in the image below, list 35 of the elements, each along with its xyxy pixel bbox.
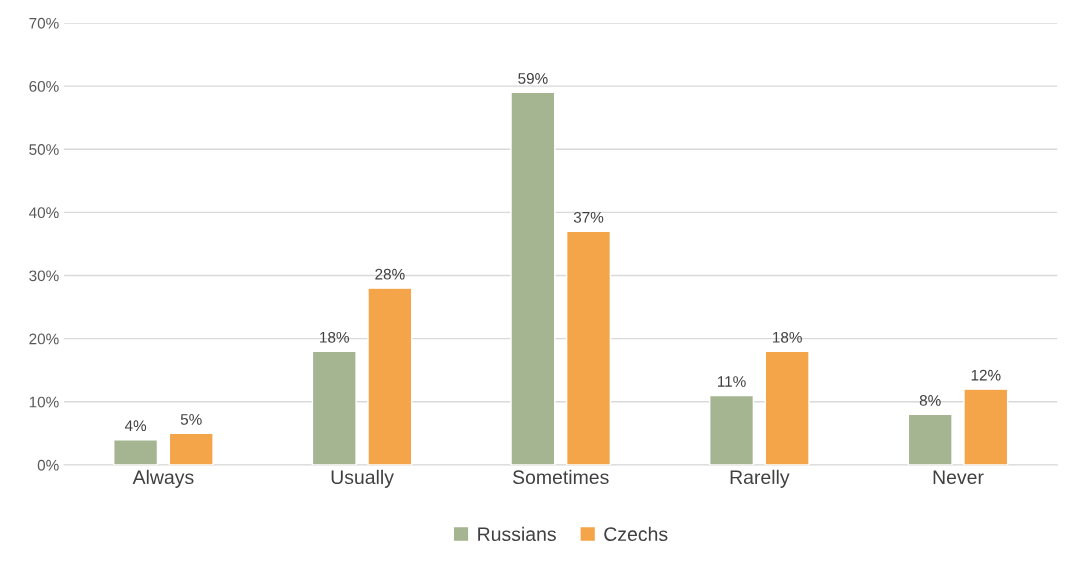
x-tick-label: Sometimes (512, 469, 609, 485)
data-label: 8% (919, 395, 941, 406)
bar (764, 350, 810, 465)
data-label: 28% (375, 268, 405, 280)
bar (510, 91, 556, 465)
legend-label: Russians (478, 526, 556, 542)
y-tick-label: 40% (28, 207, 59, 219)
data-label: 5% (180, 414, 202, 425)
y-tick-label: 70% (29, 17, 59, 29)
data-label: 11% (717, 376, 746, 387)
x-tick-label: Always (132, 469, 194, 488)
data-label: 12% (971, 369, 1001, 381)
data-label: 59% (518, 73, 548, 84)
y-tick-label: 10% (29, 396, 59, 408)
y-tick-label: 30% (29, 270, 59, 282)
y-tick-label: 20% (29, 333, 59, 345)
data-label: 37% (573, 211, 604, 223)
bar (168, 432, 214, 465)
x-tick-label: Usually (331, 469, 394, 488)
bar (963, 388, 1009, 465)
x-tick-label: Rarelly (730, 469, 790, 488)
bar (565, 230, 612, 465)
y-tick-label: 0% (37, 459, 59, 471)
data-label: 18% (320, 331, 349, 343)
bar (113, 438, 159, 465)
bar (367, 287, 413, 465)
y-tick-label: 60% (29, 80, 59, 92)
legend-label: Czechs (604, 526, 668, 542)
bar (907, 413, 953, 465)
bar (708, 394, 755, 465)
x-tick-label: Never (933, 470, 984, 485)
y-tick-label: 50% (29, 144, 59, 155)
bar (311, 350, 357, 465)
data-label: 4% (124, 420, 147, 432)
data-label: 18% (773, 331, 802, 343)
